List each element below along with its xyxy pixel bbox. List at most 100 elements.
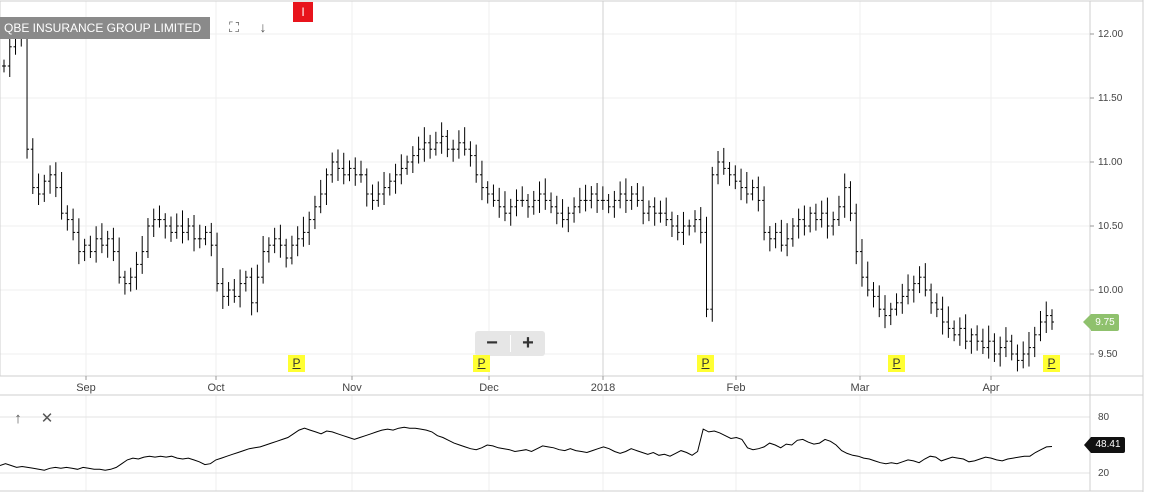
ohlc-bar xyxy=(508,198,513,226)
ohlc-bar xyxy=(180,210,185,244)
ohlc-bar xyxy=(543,178,548,210)
ohlc-bar xyxy=(669,211,674,238)
osc-y-tick-label: 80 xyxy=(1098,412,1110,423)
ohlc-bar xyxy=(174,213,179,239)
ohlc-bar xyxy=(589,186,594,209)
last-price-tag: 9.75 xyxy=(1083,314,1119,331)
ohlc-bar xyxy=(151,208,156,238)
zoom-out-button[interactable]: − xyxy=(486,332,498,354)
ohlc-bar xyxy=(122,270,127,295)
ohlc-bar xyxy=(324,168,329,206)
ohlc-bar xyxy=(485,181,490,204)
ohlc-bar xyxy=(209,222,214,257)
event-marker[interactable]: P xyxy=(288,355,305,372)
ohlc-bar xyxy=(289,235,294,265)
ohlc-bar xyxy=(549,192,554,214)
ohlc-bar xyxy=(692,210,697,233)
ohlc-bar xyxy=(25,26,30,159)
event-marker[interactable]: P xyxy=(697,355,714,372)
ohlc-bar xyxy=(405,155,410,175)
x-tick-label: 2018 xyxy=(591,382,615,394)
chart-grid xyxy=(0,1,1090,491)
ohlc-bar xyxy=(900,283,905,314)
ohlc-bar xyxy=(318,179,323,214)
ohlc-bar xyxy=(157,205,162,228)
ohlc-bar xyxy=(359,160,364,183)
y-tick-label: 12.00 xyxy=(1098,29,1123,40)
ohlc-bar xyxy=(623,178,628,213)
ohlc-bar xyxy=(410,146,415,174)
oscillator-panel xyxy=(0,426,1053,471)
ohlc-bar xyxy=(739,168,744,201)
fullscreen-icon[interactable]: ⛶ xyxy=(229,19,239,35)
ohlc-bar xyxy=(796,208,801,239)
x-tick-label: Apr xyxy=(982,382,999,394)
ohlc-bar xyxy=(163,213,168,239)
ohlc-bar xyxy=(934,293,939,318)
ohlc-bar xyxy=(111,227,116,262)
ohlc-bar xyxy=(261,235,266,284)
ohlc-bar xyxy=(353,157,358,186)
ohlc-bar xyxy=(577,187,582,214)
ohlc-bar xyxy=(710,166,715,322)
y-tick-label: 10.00 xyxy=(1098,285,1123,296)
zoom-divider xyxy=(510,335,511,352)
ohlc-bar xyxy=(312,195,317,230)
osc-y-tick-label: 20 xyxy=(1098,468,1110,479)
event-marker[interactable]: P xyxy=(473,355,490,372)
ohlc-bar xyxy=(554,195,559,225)
last-price-tag-arrow xyxy=(1083,314,1091,330)
ohlc-bar xyxy=(894,293,899,316)
ohlc-bar xyxy=(1021,341,1026,369)
ohlc-bar xyxy=(42,174,47,202)
ohlc-bar xyxy=(652,197,657,226)
ohlc-bar xyxy=(243,270,248,292)
x-tick-label: Oct xyxy=(207,382,224,394)
ohlc-bar xyxy=(1009,334,1014,361)
ohlc-bar xyxy=(59,171,64,220)
ohlc-bar xyxy=(716,150,721,185)
ohlc-bar xyxy=(664,197,669,226)
ohlc-bar xyxy=(980,328,985,354)
ohlc-bar xyxy=(36,173,41,206)
ohlc-bar xyxy=(854,203,859,265)
ohlc-bar xyxy=(675,214,680,241)
ohlc-bar xyxy=(456,130,461,159)
event-marker[interactable]: P xyxy=(1043,355,1060,372)
ohlc-bar xyxy=(295,226,300,257)
ohlc-bar xyxy=(520,186,525,207)
close-icon[interactable]: ✕ xyxy=(40,410,54,427)
ohlc-bar xyxy=(721,147,726,175)
ohlc-bar xyxy=(825,197,830,239)
ohlc-bar xyxy=(871,282,876,308)
ohlc-bar xyxy=(76,218,81,265)
ohlc-bar xyxy=(687,219,692,236)
zoom-in-button[interactable]: + xyxy=(522,332,534,354)
ohlc-bar xyxy=(906,274,911,305)
ohlc-bar xyxy=(641,186,646,225)
ohlc-bar xyxy=(433,131,438,156)
ohlc-bar xyxy=(439,122,444,154)
ohlc-bar xyxy=(998,336,1003,367)
ohlc-bar xyxy=(744,171,749,204)
ohlc-bar xyxy=(255,264,260,313)
ohlc-bar xyxy=(220,267,225,309)
price-panel-frame xyxy=(0,0,1144,377)
ohlc-bar xyxy=(428,134,433,159)
ohlc-bar xyxy=(94,226,99,263)
ohlc-bar xyxy=(134,251,139,290)
ohlc-bar xyxy=(232,278,237,303)
ohlc-bar xyxy=(952,320,957,342)
download-arrow-icon[interactable]: ↓ xyxy=(259,19,267,35)
event-marker[interactable]: P xyxy=(888,355,905,372)
indicator-badge[interactable]: I xyxy=(293,2,313,22)
ohlc-bar xyxy=(451,139,456,162)
ohlc-bar xyxy=(65,205,70,231)
x-tick-label: Nov xyxy=(342,382,362,394)
ohlc-bar xyxy=(48,165,53,194)
arrow-up-icon[interactable]: ↑ xyxy=(14,410,22,427)
ohlc-bar xyxy=(767,226,772,252)
ohlc-bar xyxy=(502,191,507,222)
ohlc-bar xyxy=(595,182,600,213)
ohlc-bar xyxy=(272,227,277,254)
